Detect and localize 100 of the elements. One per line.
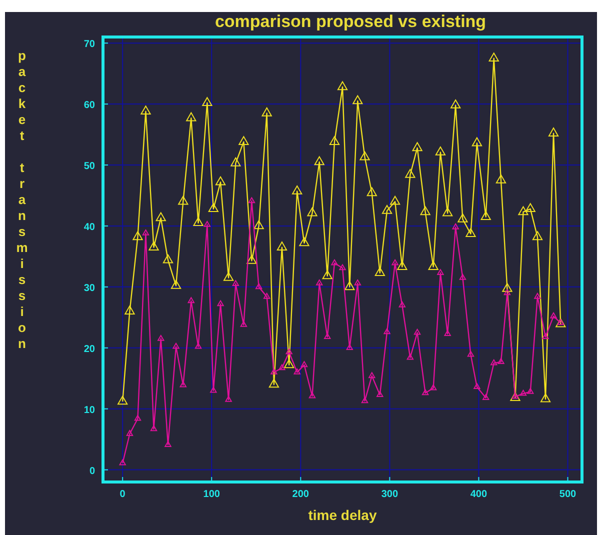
point: [270, 368, 278, 374]
point: [392, 259, 398, 266]
point: [278, 364, 286, 370]
point: [428, 261, 438, 270]
point: [480, 211, 491, 220]
point: [300, 361, 308, 368]
point: [210, 386, 217, 393]
point: [459, 274, 466, 280]
point: [246, 254, 257, 264]
point: [188, 297, 194, 304]
point: [316, 279, 323, 286]
point: [466, 228, 476, 238]
point: [542, 333, 549, 340]
point: [337, 81, 348, 90]
point: [444, 330, 451, 336]
point: [430, 384, 437, 390]
point: [148, 242, 159, 250]
point: [532, 231, 543, 240]
point: [324, 333, 331, 340]
point: [550, 312, 557, 318]
point: [299, 237, 310, 246]
chart-title: comparison proposed vs existing: [214, 12, 486, 31]
text: packet transmission: [16, 48, 28, 351]
y-tick-label: 20: [84, 344, 96, 355]
point: [437, 269, 444, 276]
point: [352, 95, 363, 104]
point: [262, 107, 272, 116]
point: [178, 196, 188, 205]
point: [204, 220, 211, 227]
point: [314, 156, 324, 166]
point: [474, 383, 480, 390]
point: [225, 396, 232, 402]
point: [390, 196, 400, 205]
point: [156, 212, 166, 222]
point: [162, 254, 174, 264]
point: [368, 372, 376, 378]
point: [339, 264, 346, 270]
point: [223, 272, 234, 281]
point: [414, 328, 421, 335]
point: [186, 112, 196, 122]
y-tick-label: 60: [84, 100, 96, 112]
point: [422, 389, 429, 396]
point: [202, 97, 212, 106]
point: [442, 207, 453, 216]
point: [164, 441, 172, 447]
point: [276, 242, 288, 250]
point: [230, 157, 241, 166]
point: [525, 203, 536, 212]
point: [472, 137, 482, 146]
point: [119, 459, 126, 466]
point: [412, 142, 422, 152]
x-tick-label: 300: [381, 489, 398, 500]
point: [268, 378, 280, 388]
point: [361, 397, 368, 404]
point: [308, 392, 316, 398]
point: [384, 328, 390, 334]
point: [518, 206, 528, 216]
point: [452, 223, 459, 230]
y-tick-label: 0: [89, 466, 96, 477]
point: [346, 344, 353, 350]
point: [240, 320, 248, 327]
point: [498, 358, 504, 364]
point: [286, 348, 292, 354]
point: [490, 359, 498, 366]
point: [354, 279, 361, 286]
point: [496, 174, 506, 184]
point: [510, 392, 520, 402]
point: [420, 206, 430, 216]
x-tick-label: 0: [120, 489, 126, 500]
point: [482, 394, 490, 400]
y-tick-label: 10: [84, 404, 96, 416]
point: [172, 342, 180, 349]
point: [255, 283, 262, 290]
point: [132, 231, 143, 240]
point: [284, 359, 294, 368]
point: [398, 301, 406, 308]
point: [134, 414, 142, 421]
point: [360, 151, 370, 160]
x-tick-label: 500: [559, 489, 577, 500]
point: [126, 430, 134, 436]
point: [488, 52, 499, 62]
point: [458, 214, 468, 222]
point: [504, 289, 511, 296]
point: [534, 292, 541, 299]
point: [194, 342, 202, 349]
point: [322, 270, 332, 280]
point: [307, 207, 318, 216]
point: [450, 100, 461, 108]
point: [208, 203, 218, 212]
point: [150, 425, 158, 432]
point: [294, 368, 300, 374]
point: [502, 282, 512, 292]
point: [248, 197, 256, 204]
x-tick-label: 200: [292, 489, 310, 500]
y-tick-label: 30: [84, 282, 96, 294]
point: [540, 393, 551, 402]
point: [232, 280, 240, 286]
point: [118, 396, 128, 405]
point: [397, 261, 408, 270]
point: [238, 136, 249, 145]
